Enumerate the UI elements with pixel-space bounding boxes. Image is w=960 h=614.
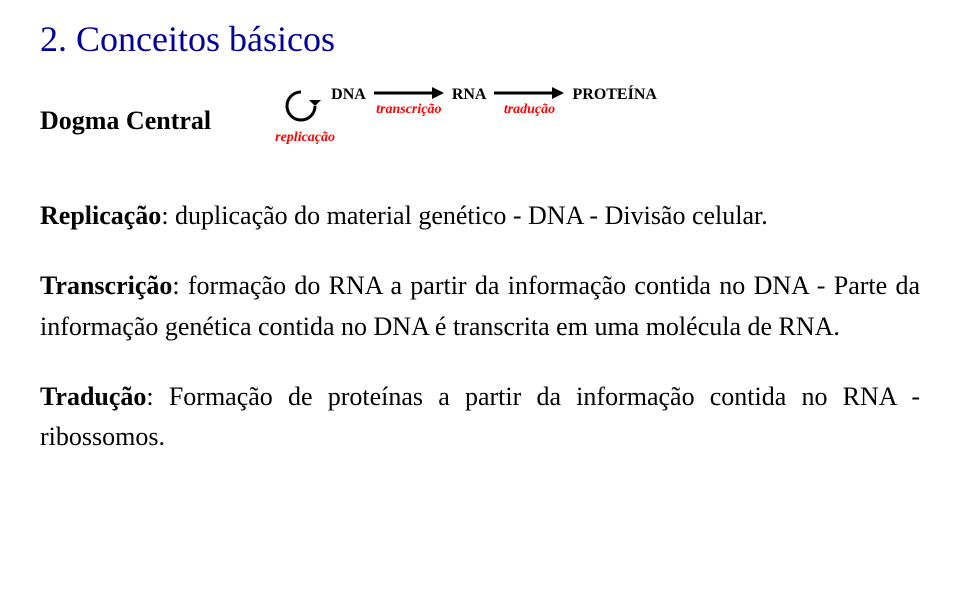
molecule-dna: DNA [331, 86, 366, 104]
term-transcription: Transcrição [40, 271, 172, 300]
subtitle: Dogma Central [40, 106, 211, 136]
paragraph-transcription: Transcrição: formação do RNA a partir da… [40, 266, 920, 347]
section-title: 2. Conceitos básicos [40, 18, 920, 60]
subtitle-row: Dogma Central replicação DNA transcrição [40, 86, 920, 156]
replication-icon: replicação [281, 86, 327, 156]
text-replication: : duplicação do material genético - DNA … [161, 201, 767, 230]
arrow-transcription: transcrição [374, 86, 444, 118]
molecule-label: PROTEÍNA [572, 86, 656, 104]
arrow-translation: tradução [494, 86, 564, 118]
paragraph-replication: Replicação: duplicação do material genét… [40, 196, 920, 236]
process-label-transcription: transcrição [376, 102, 441, 118]
molecule-label: RNA [452, 86, 487, 104]
molecule-label: DNA [331, 86, 366, 104]
paragraph-translation: Tradução: Formação de proteínas a partir… [40, 377, 920, 458]
molecule-rna: RNA [452, 86, 487, 104]
text-transcription: : formação do RNA a partir da informação… [40, 271, 920, 340]
page: 2. Conceitos básicos Dogma Central repli… [0, 0, 960, 507]
term-translation: Tradução [40, 382, 146, 411]
process-label-translation: tradução [504, 102, 555, 118]
replication-label: replicação [275, 130, 335, 146]
text-translation: : Formação de proteínas a partir da info… [40, 382, 920, 451]
molecule-protein: PROTEÍNA [572, 86, 656, 104]
dogma-diagram: replicação DNA transcrição RNA [281, 86, 661, 156]
term-replication: Replicação [40, 201, 161, 230]
